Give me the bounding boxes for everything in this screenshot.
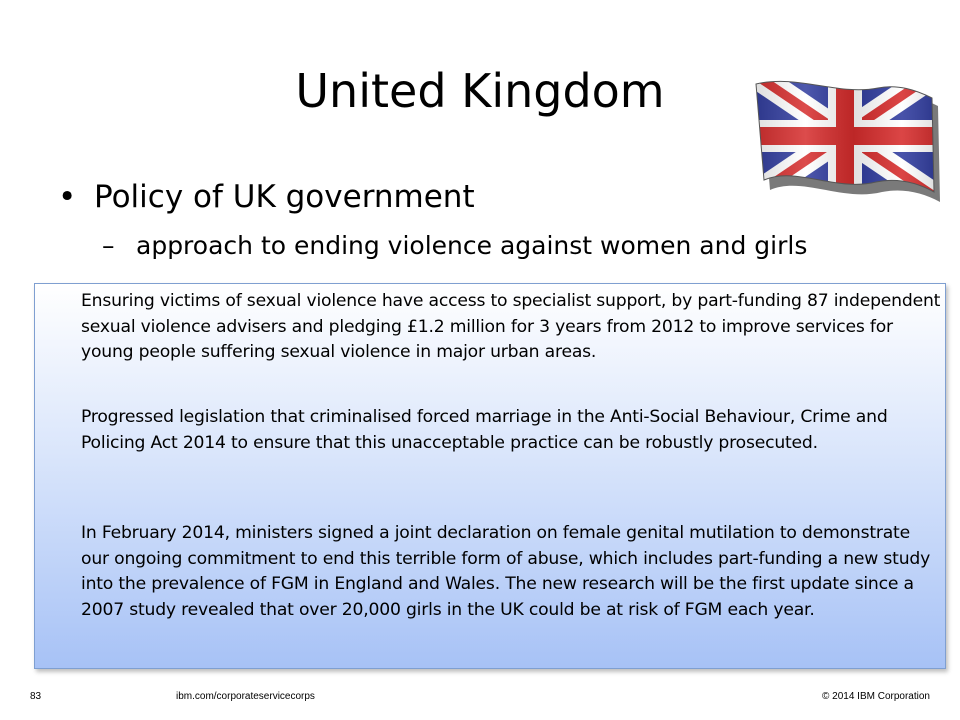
sub-bullet-text: approach to ending violence against wome… xyxy=(136,231,808,260)
copyright-notice: © 2014 IBM Corporation xyxy=(822,691,930,702)
paragraph-fgm-declaration: In February 2014, ministers signed a joi… xyxy=(81,523,931,620)
paragraph-sexual-violence-support: Ensuring victims of sexual violence have… xyxy=(81,291,941,362)
paragraph-forced-marriage-legislation: Progressed legislation that criminalised… xyxy=(81,407,888,453)
union-jack-flag-icon xyxy=(755,80,940,202)
bullet-text: Policy of UK government xyxy=(94,179,475,215)
sub-bullet-item: – approach to ending violence against wom… xyxy=(102,227,807,265)
sub-bullet-marker: – xyxy=(102,231,115,260)
bullet-marker: • xyxy=(58,179,77,215)
footer-url: ibm.com/corporateservicecorps xyxy=(176,691,315,702)
bullet-item: • Policy of UK government xyxy=(58,176,475,218)
slide-title: United Kingdom xyxy=(295,64,665,118)
policy-text-box: Ensuring victims of sexual violence have… xyxy=(34,283,946,669)
page-number: 83 xyxy=(30,691,42,702)
